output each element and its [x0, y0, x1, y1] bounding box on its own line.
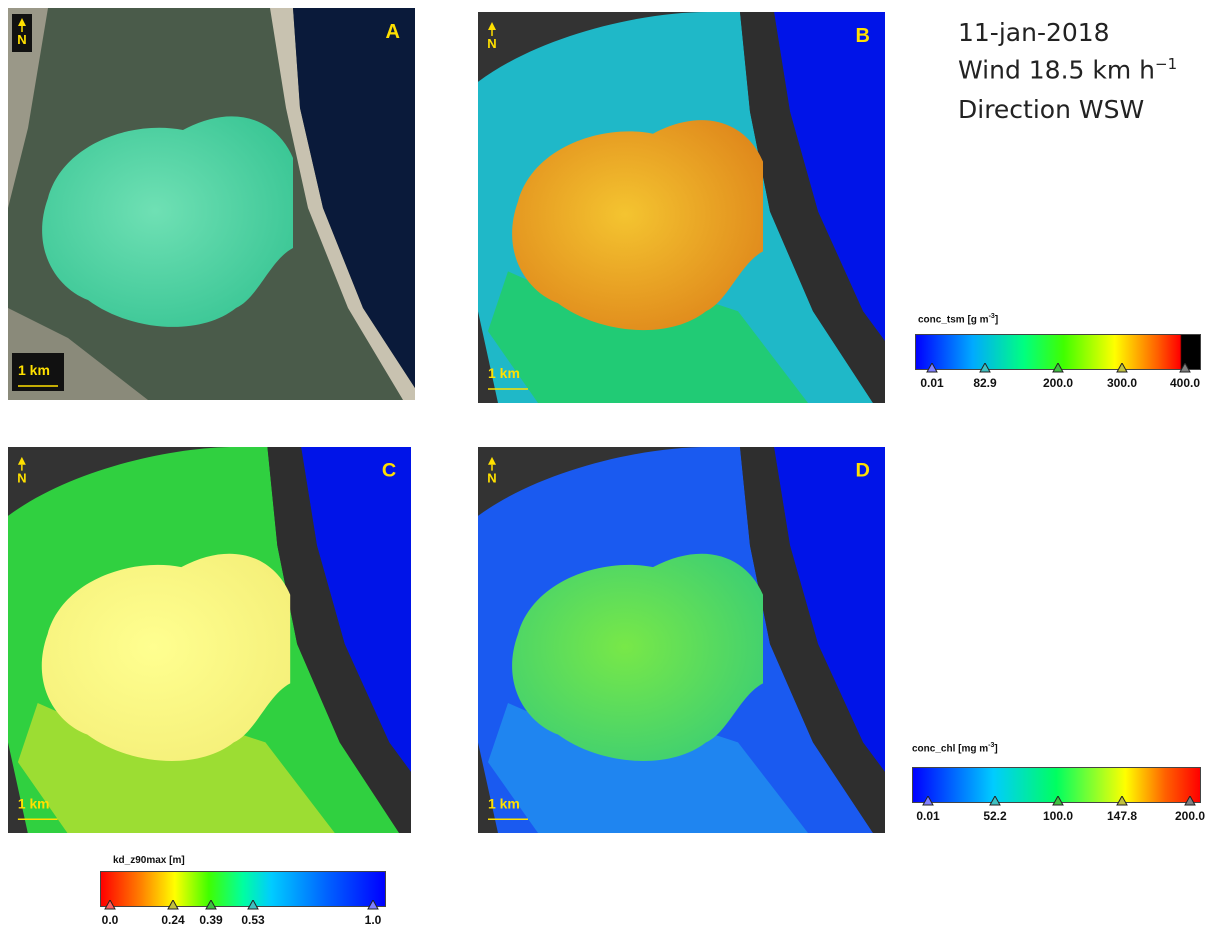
tick-marker [167, 900, 179, 910]
triangle [923, 796, 933, 805]
tick-label: 0.01 [916, 809, 939, 823]
triangle [1185, 796, 1195, 805]
colorbar [100, 871, 386, 907]
triangle [1180, 363, 1190, 372]
map-panel: N C 1 km [8, 447, 411, 833]
panel-label: A [386, 21, 400, 43]
tick-label: 52.2 [983, 809, 1006, 823]
tick-marker [1184, 796, 1196, 806]
tick-label: 300.0 [1107, 376, 1137, 390]
triangle [1117, 796, 1127, 805]
colorbar-title: kd_z90max [m] [113, 855, 185, 866]
tick-marker [922, 796, 934, 806]
tick-label: 0.01 [920, 376, 943, 390]
wind-sup: −1 [1155, 55, 1177, 73]
page: {"header": {"date": "11-jan-2018", "wind… [0, 0, 1210, 933]
north-label: N [17, 32, 26, 47]
tick-label: 0.0 [102, 913, 119, 927]
tick-marker [1179, 363, 1191, 373]
triangle [927, 363, 937, 372]
tick-marker [1052, 796, 1064, 806]
tick-marker [104, 900, 116, 910]
date: 11-jan-2018 [958, 18, 1110, 47]
tick-marker [247, 900, 259, 910]
tick-marker [1116, 363, 1128, 373]
tick-label: 200.0 [1175, 809, 1205, 823]
triangle [990, 796, 1000, 805]
triangle [980, 363, 990, 372]
tick-label: 200.0 [1043, 376, 1073, 390]
tick-label: 0.24 [161, 913, 184, 927]
triangle [368, 900, 378, 909]
tick-marker [367, 900, 379, 910]
triangle [1053, 363, 1063, 372]
panel-label: B [856, 25, 870, 47]
tick-label: 0.53 [241, 913, 264, 927]
scale-label: 1 km [18, 362, 50, 378]
triangle [206, 900, 216, 909]
map-panel: N D 1 km [478, 447, 885, 833]
tick-marker [1052, 363, 1064, 373]
colorbar-title: conc_chl [mg m-3] [912, 742, 998, 754]
direction: Direction WSW [958, 95, 1144, 124]
tick-label: 82.9 [973, 376, 996, 390]
north-label: N [17, 470, 26, 485]
triangle [1053, 796, 1063, 805]
tick-marker [989, 796, 1001, 806]
title-text: conc_chl [mg m [912, 743, 988, 754]
title-text: conc_tsm [g m [918, 314, 989, 325]
panel-label: D [856, 460, 870, 482]
title-suffix: ] [994, 743, 997, 754]
colorbar-title: conc_tsm [g m-3] [918, 313, 998, 325]
north-label: N [487, 471, 496, 486]
wind-text: Wind 18.5 km h [958, 55, 1155, 84]
map-panel: N B 1 km [478, 12, 885, 403]
map: N A 1 km [8, 8, 415, 400]
map: N B 1 km [478, 12, 885, 403]
tick-label: 0.39 [199, 913, 222, 927]
tick-marker [1116, 796, 1128, 806]
map: N D 1 km [478, 447, 885, 833]
scale-label: 1 km [488, 795, 520, 811]
map: N C 1 km [8, 447, 411, 833]
map-panel: N A 1 km [8, 8, 415, 400]
tick-label: 1.0 [365, 913, 382, 927]
triangle [168, 900, 178, 909]
triangle [1117, 363, 1127, 372]
tick-marker [205, 900, 217, 910]
panel-label: C [382, 460, 396, 482]
tick-label: 400.0 [1170, 376, 1200, 390]
tick-marker [979, 363, 991, 373]
triangle [248, 900, 258, 909]
wind: Wind 18.5 km h−1 [958, 55, 1177, 84]
north-label: N [487, 36, 496, 51]
tick-marker [926, 363, 938, 373]
tick-label: 147.8 [1107, 809, 1137, 823]
tick-label: 100.0 [1043, 809, 1073, 823]
triangle [105, 900, 115, 909]
scale-label: 1 km [488, 365, 520, 381]
scale-label: 1 km [18, 795, 50, 811]
title-suffix: ] [995, 314, 998, 325]
